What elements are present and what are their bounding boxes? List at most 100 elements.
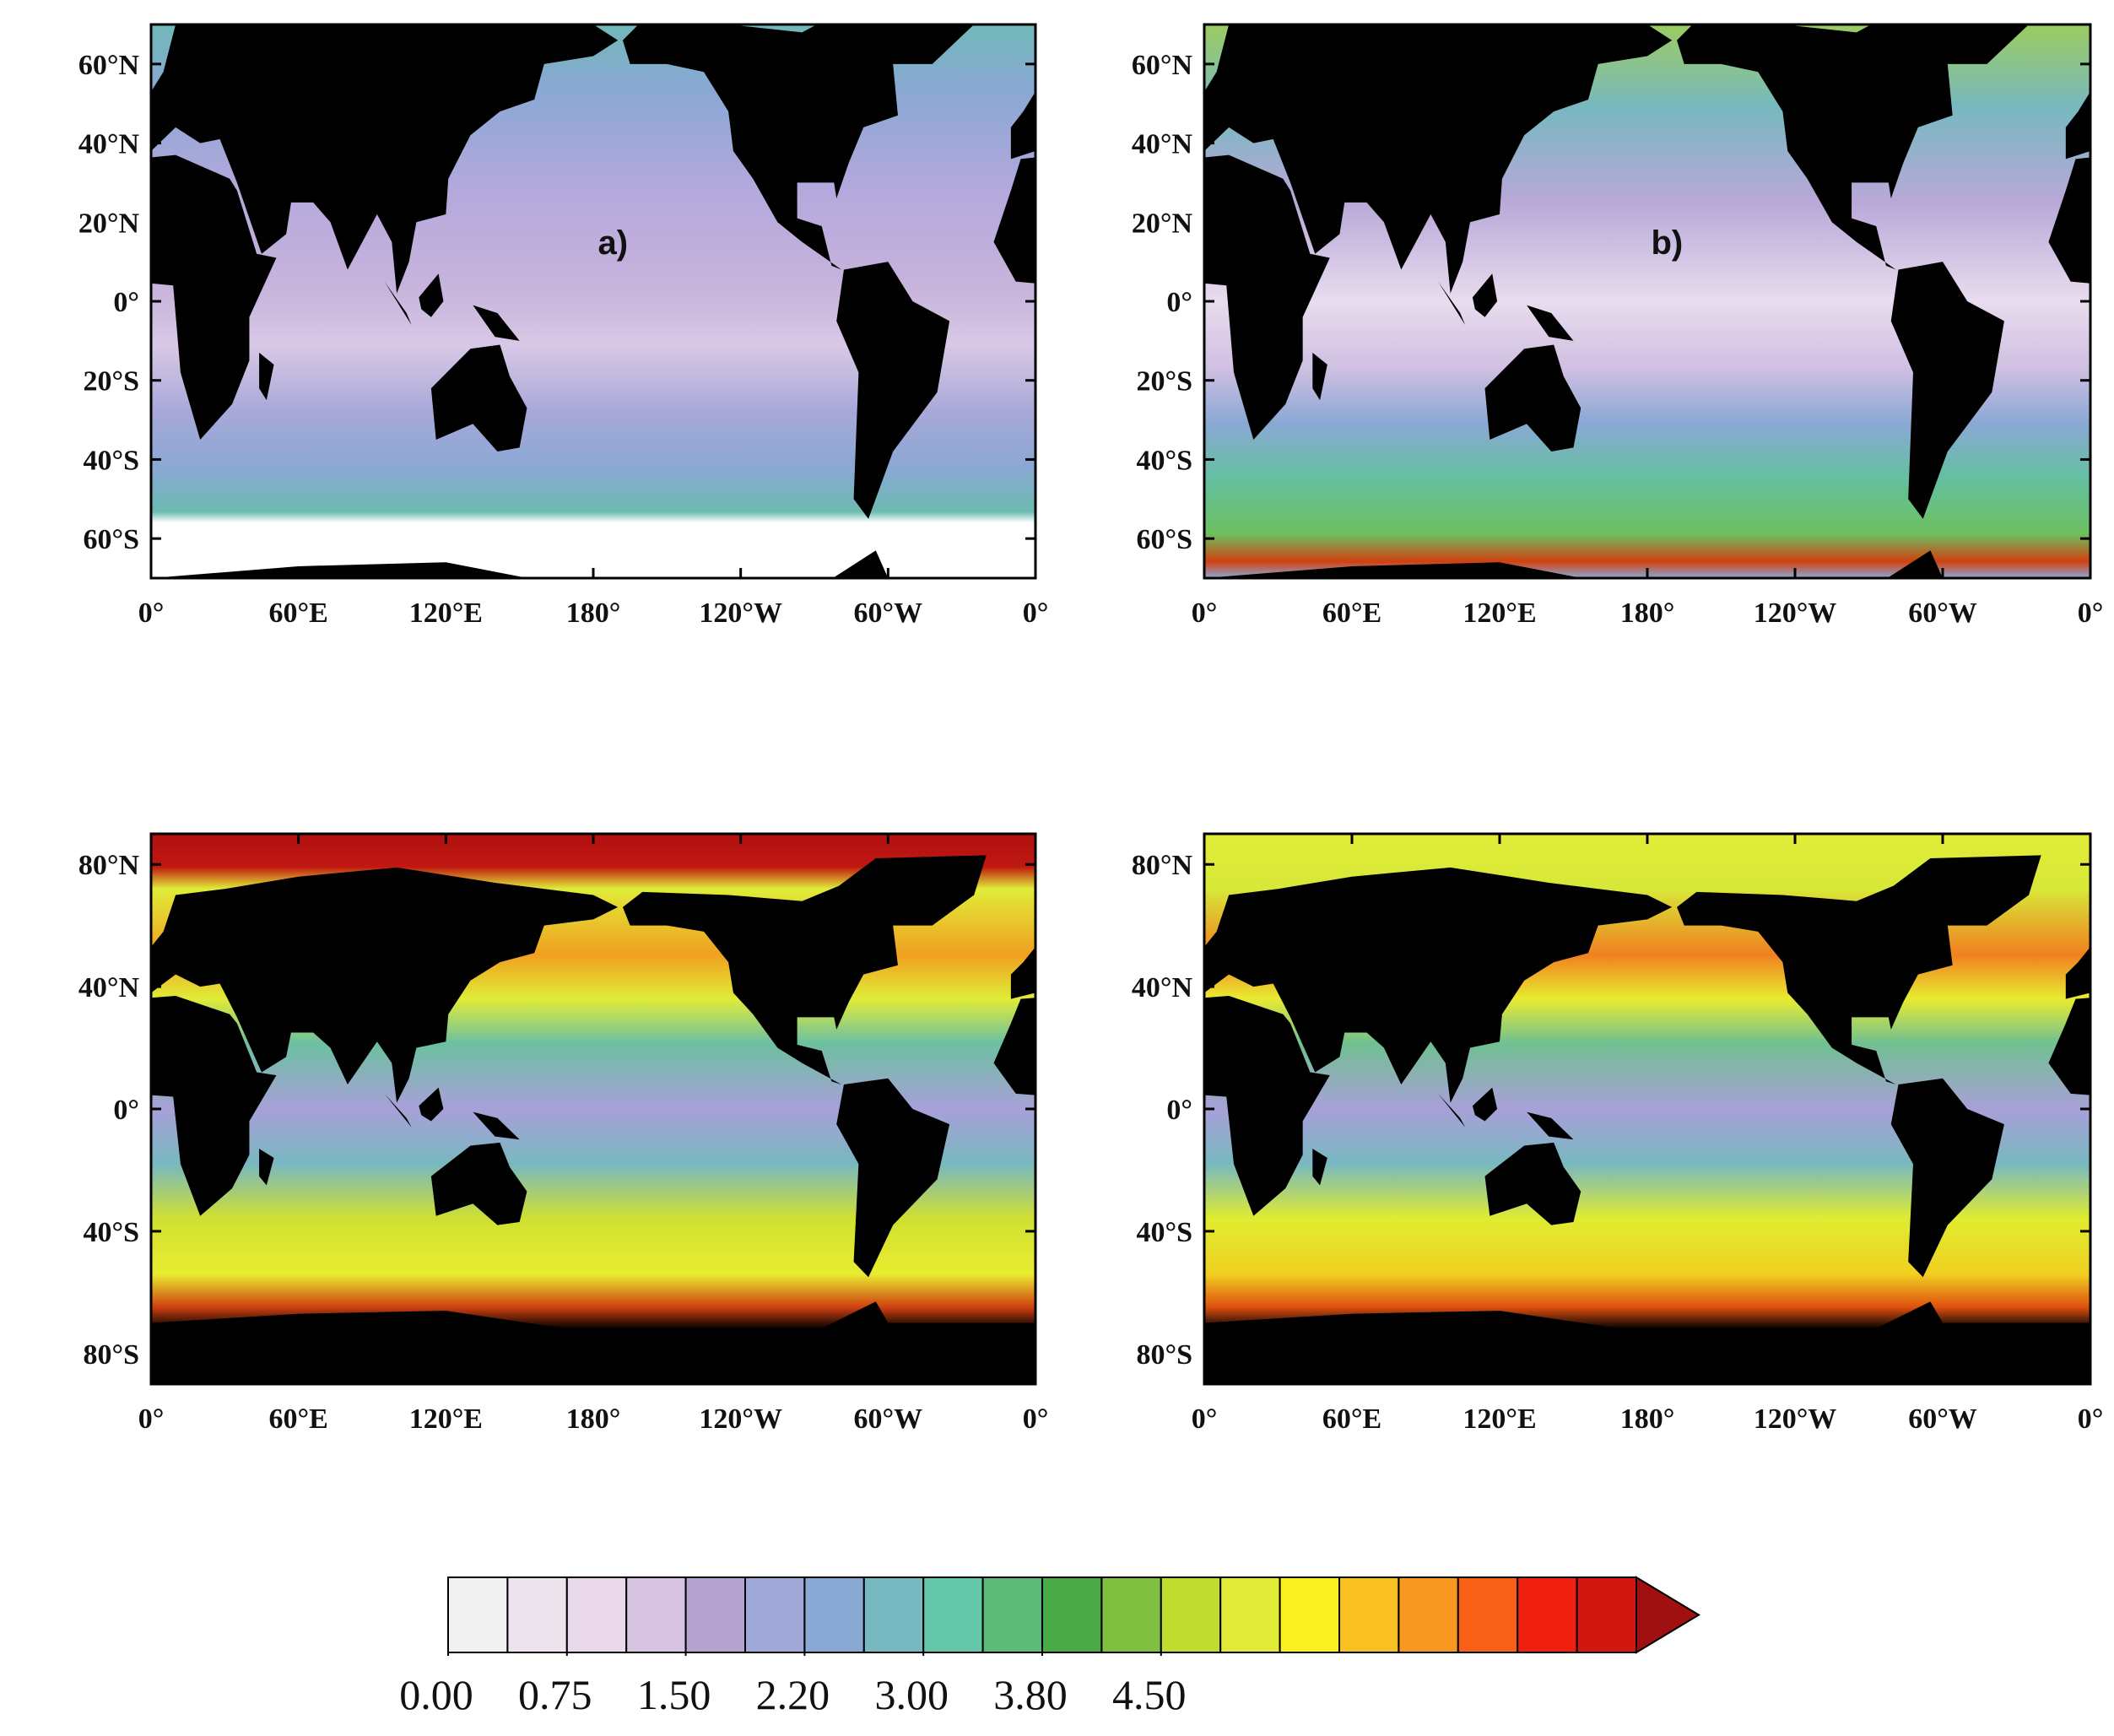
land: [2090, 1301, 2114, 1384]
y-tick-label: 20°N: [78, 208, 140, 239]
land: [1890, 262, 2004, 519]
colorbar-label: 0.75: [518, 1671, 592, 1718]
land: [836, 1078, 950, 1278]
y-tick-label: 40°S: [1136, 445, 1192, 476]
map-panel: [1204, 834, 2114, 1384]
colorbar-arrow: [1636, 1576, 1700, 1654]
x-tick-label: 60°E: [1322, 598, 1381, 629]
x-tick-label: 120°E: [409, 598, 483, 629]
land: [1204, 1301, 2090, 1384]
land: [1204, 867, 1673, 1103]
colorbar-label: 3.80: [993, 1671, 1068, 1718]
y-tick-label: 40°S: [1136, 1217, 1192, 1248]
land: [622, 855, 987, 1085]
x-tick-label: 60°E: [269, 1403, 328, 1435]
land: [1484, 344, 1581, 452]
y-tick-label: 80°N: [1132, 850, 1193, 881]
land: [1890, 1078, 2004, 1278]
colorbar-box: [1338, 1576, 1400, 1653]
land: [151, 154, 277, 440]
land: [259, 1149, 274, 1186]
colorbar-box: [1398, 1576, 1459, 1653]
land: [384, 1093, 412, 1128]
colorbar-box: [625, 1576, 687, 1653]
land: [473, 1111, 520, 1140]
map-panel: [151, 24, 1035, 578]
x-tick-label: 180°: [1620, 1403, 1675, 1435]
land: [1204, 550, 2090, 578]
colorbar-box: [1219, 1576, 1281, 1653]
x-tick-label: 60°W: [854, 1403, 923, 1435]
land: [2048, 157, 2090, 284]
y-tick-label: 60°S: [1136, 524, 1192, 555]
colorbar-box: [1279, 1576, 1340, 1653]
colorbar-box: [1160, 1576, 1222, 1653]
x-tick-label: 60°E: [269, 598, 328, 629]
land: [151, 550, 1035, 578]
land: [419, 273, 444, 317]
colorbar-box: [684, 1576, 746, 1653]
colorbar-box: [506, 1576, 568, 1653]
land: [151, 1301, 1035, 1384]
x-tick-label: 120°W: [1754, 1403, 1837, 1435]
x-tick-label: 60°W: [1908, 598, 1977, 629]
land: [151, 995, 277, 1216]
x-tick-label: 60°W: [1908, 1403, 1977, 1435]
y-tick-label: 60°N: [1132, 50, 1193, 81]
colorbar-box: [1517, 1576, 1578, 1653]
y-tick-label: 80°S: [83, 1339, 139, 1371]
colorbar-box: [981, 1576, 1043, 1653]
land: [1677, 24, 2030, 270]
colorbar-box: [1457, 1576, 1519, 1653]
colorbar-box: [803, 1576, 865, 1653]
land: [2048, 998, 2090, 1095]
x-tick-label: 0°: [1192, 598, 1218, 629]
x-tick-label: 180°: [566, 1403, 621, 1435]
land: [1438, 281, 1466, 326]
colorbar-box: [565, 1576, 628, 1653]
y-tick-label: 40°S: [83, 1217, 139, 1248]
x-tick-label: 180°: [1620, 598, 1675, 629]
colorbar-box: [1041, 1576, 1103, 1653]
panel-label: b): [1651, 224, 1683, 262]
x-tick-label: 120°W: [1754, 598, 1837, 629]
x-tick-label: 120°W: [699, 1403, 782, 1435]
land: [1204, 995, 1330, 1216]
land: [473, 305, 520, 341]
y-tick-label: 0°: [1166, 1095, 1192, 1126]
land: [1204, 154, 1330, 440]
land: [1472, 1087, 1498, 1122]
land: [1527, 305, 1574, 341]
land: [1312, 352, 1327, 401]
y-tick-label: 80°N: [78, 850, 140, 881]
land: [430, 344, 527, 452]
colorbar-label: 2.20: [756, 1671, 830, 1718]
y-tick-label: 80°S: [1136, 1339, 1192, 1371]
land: [151, 867, 619, 1103]
y-tick-label: 40°N: [1132, 129, 1193, 160]
colorbar-box: [447, 1576, 509, 1653]
land: [1144, 1149, 1158, 1185]
x-tick-label: 120°E: [1462, 1403, 1536, 1435]
x-tick-label: 180°: [566, 598, 621, 629]
land: [1484, 1142, 1581, 1225]
land: [1527, 1111, 1574, 1140]
x-tick-label: 0°: [1023, 598, 1049, 629]
land: [993, 998, 1035, 1095]
land: [993, 157, 1035, 284]
x-tick-label: 120°W: [699, 598, 782, 629]
x-tick-label: 0°: [138, 1403, 165, 1435]
land: [1677, 855, 2041, 1085]
land: [1438, 1093, 1466, 1128]
land: [1204, 24, 1673, 294]
y-tick-label: 0°: [1166, 287, 1192, 318]
x-tick-label: 60°W: [854, 598, 923, 629]
panel-label: a): [597, 224, 628, 262]
x-tick-label: 0°: [2078, 1403, 2104, 1435]
y-tick-label: 40°N: [78, 129, 140, 160]
x-tick-label: 0°: [138, 598, 165, 629]
map-panel: [1204, 24, 2090, 578]
colorbar-box: [744, 1576, 806, 1653]
colorbar-label: 0.00: [399, 1671, 473, 1718]
